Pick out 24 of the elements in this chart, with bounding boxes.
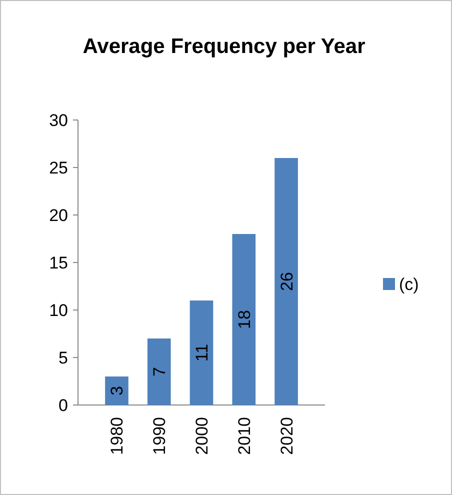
y-tick-label: 30 <box>49 111 68 130</box>
y-tick-label: 0 <box>58 396 68 415</box>
y-tick-label: 25 <box>49 158 68 178</box>
bar <box>232 234 256 405</box>
x-tick-label: 2020 <box>277 417 296 455</box>
y-tick-label: 5 <box>58 348 68 368</box>
x-tick-label: 2000 <box>192 417 212 455</box>
bar <box>274 158 298 405</box>
bar <box>105 376 128 405</box>
data-label: 18 <box>234 310 254 329</box>
x-tick-label: 2010 <box>234 417 254 455</box>
y-tick-label: 10 <box>49 301 68 320</box>
y-tick-label: 15 <box>49 254 68 272</box>
data-label: 26 <box>277 272 296 291</box>
y-tick-label: 20 <box>49 206 68 225</box>
data-label: 3 <box>108 386 127 396</box>
x-tick-label: 1990 <box>150 417 170 455</box>
chart-title: Average Frequency per Year <box>82 35 366 58</box>
data-label: 11 <box>192 344 212 362</box>
bar <box>190 300 214 405</box>
x-tick-label: 1980 <box>108 417 127 455</box>
data-label: 7 <box>150 367 170 376</box>
bar <box>147 338 171 405</box>
legend-label: (c) <box>399 275 419 294</box>
